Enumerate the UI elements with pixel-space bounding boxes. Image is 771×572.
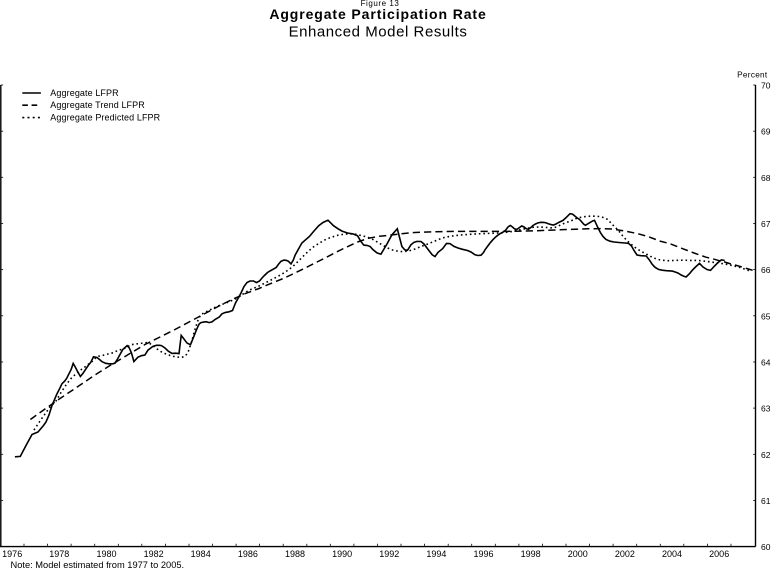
svg-text:1994: 1994 [426, 549, 446, 559]
svg-text:2004: 2004 [662, 549, 682, 559]
svg-text:1992: 1992 [379, 549, 399, 559]
svg-text:Enhanced Model Results: Enhanced Model Results [289, 23, 468, 40]
svg-text:68: 68 [761, 173, 771, 183]
svg-text:1980: 1980 [96, 549, 116, 559]
svg-text:Aggregate Trend LFPR: Aggregate Trend LFPR [50, 100, 145, 110]
svg-text:69: 69 [761, 127, 771, 137]
svg-text:2000: 2000 [568, 549, 588, 559]
svg-text:1996: 1996 [473, 549, 493, 559]
svg-text:67: 67 [761, 219, 771, 229]
svg-text:Aggregate LFPR: Aggregate LFPR [50, 88, 119, 98]
svg-text:1978: 1978 [49, 549, 69, 559]
svg-text:1976: 1976 [2, 549, 22, 559]
svg-text:2006: 2006 [709, 549, 729, 559]
svg-text:Note: Model estimated from 197: Note: Model estimated from 1977 to 2005. [11, 560, 185, 570]
svg-text:66: 66 [761, 265, 771, 275]
svg-text:Percent: Percent [737, 71, 768, 80]
svg-text:1990: 1990 [332, 549, 352, 559]
svg-text:62: 62 [761, 450, 771, 460]
svg-text:64: 64 [761, 358, 771, 368]
svg-text:63: 63 [761, 404, 771, 414]
svg-text:2002: 2002 [615, 549, 635, 559]
svg-text:1988: 1988 [285, 549, 305, 559]
svg-text:1984: 1984 [191, 549, 211, 559]
svg-text:61: 61 [761, 496, 771, 506]
svg-text:1998: 1998 [521, 549, 541, 559]
svg-text:65: 65 [761, 311, 771, 321]
svg-text:1986: 1986 [238, 549, 258, 559]
svg-text:60: 60 [761, 542, 771, 552]
svg-text:1982: 1982 [144, 549, 164, 559]
svg-text:70: 70 [761, 81, 771, 91]
svg-text:Aggregate Participation Rate: Aggregate Participation Rate [269, 6, 486, 22]
svg-text:Aggregate Predicted LFPR: Aggregate Predicted LFPR [50, 112, 160, 122]
svg-text:Figure 13: Figure 13 [361, 0, 400, 8]
